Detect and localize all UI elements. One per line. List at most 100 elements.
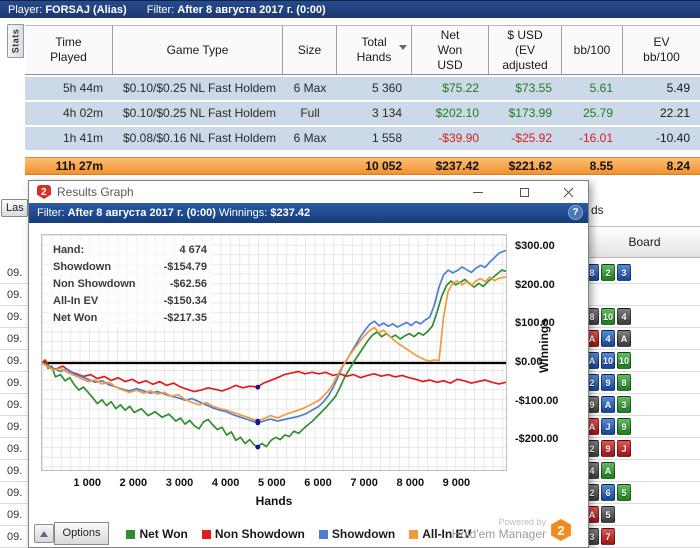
stats-table-row[interactable]: 1h 41m $0.08/$0.16 NL Fast Holdem 6 Max 1 5…	[25, 127, 700, 150]
playing-card-5c: 5	[617, 484, 631, 501]
main-title-bar: Player: FORSAJ (Alias) Filter: After 8 а…	[0, 0, 700, 18]
table-cell: 1h 41m	[62, 131, 103, 145]
collapse-options-button[interactable]	[34, 524, 54, 543]
tooltip-row: Hand: 4 674	[53, 244, 207, 256]
legend-swatch-icon	[126, 529, 136, 539]
column-header-7[interactable]: EV bb/100	[643, 35, 680, 64]
stats-table-header: Time Played Game Type Size Total Hands Net W…	[25, 25, 700, 75]
legend-swatch-icon	[409, 529, 419, 539]
playing-card-Jd: J	[601, 418, 615, 435]
playing-card-5s: 5	[601, 506, 615, 523]
playing-card-4s: 4	[617, 308, 631, 325]
board-cards-row[interactable]: 8 10 4	[583, 306, 700, 328]
playing-card-Ac: A	[601, 462, 615, 479]
table-cell: -10.40	[655, 131, 690, 145]
minimize-button[interactable]	[461, 181, 495, 203]
close-button[interactable]	[551, 181, 585, 203]
legend-swatch-icon	[201, 529, 211, 539]
table-cell: 3 134	[371, 106, 402, 120]
sort-arrow-icon[interactable]	[399, 45, 407, 50]
last-filter-button[interactable]: Las	[1, 199, 28, 217]
y-tick-label: -$200.00	[515, 433, 559, 446]
board-cards-row[interactable]	[583, 284, 700, 306]
column-header-0[interactable]: Time Played	[25, 26, 113, 74]
player-value: FORSAJ (Alias)	[45, 4, 127, 16]
playing-card-3c: 3	[617, 396, 631, 413]
table-cell: $0.10/$0.25 NL Fast Holdem	[123, 106, 276, 120]
hands-column-header-fragment: ds	[591, 203, 604, 217]
table-cell: 5.61	[589, 81, 613, 95]
hand-time-cell: 09.	[0, 328, 28, 350]
chart-legend: Net Won Non Showdown Showdown All-In EV	[109, 527, 489, 541]
playing-card-10d: 10	[601, 352, 615, 369]
playing-card-4d: 4	[601, 330, 615, 347]
table-cell: $75.22	[442, 81, 479, 95]
column-header-2[interactable]: Size	[283, 26, 337, 74]
legend-item-showdown: Showdown	[318, 527, 395, 541]
hm2-brand-icon: 2	[551, 519, 571, 541]
column-header-6[interactable]: bb/100	[562, 26, 623, 74]
options-button[interactable]: Options	[54, 522, 109, 545]
column-header-3[interactable]: Total Hands	[337, 26, 412, 74]
powered-by-block: Powered by Hold'em Manager	[429, 517, 546, 542]
hand-time-cell: 09.	[0, 504, 28, 526]
table-cell: -$39.90	[438, 131, 479, 145]
main-filter-value: After 8 августа 2017 г. (0:00)	[177, 4, 326, 16]
playing-card-8c: 8	[617, 374, 631, 391]
table-cell: 5.49	[666, 81, 690, 95]
table-cell: -16.01	[578, 131, 613, 145]
x-tick-label: 5 000	[258, 477, 286, 489]
maximize-button[interactable]	[507, 181, 541, 203]
close-icon	[563, 187, 574, 198]
graph-window-title-bar[interactable]: 2 Results Graph	[29, 181, 588, 203]
hand-time-cell: 09.	[0, 372, 28, 394]
y-tick-label: $200.00	[515, 278, 555, 291]
tab-stats[interactable]: Stats	[7, 24, 24, 58]
x-tick-label: 1 000	[73, 477, 101, 489]
x-tick-label: 4 000	[211, 477, 240, 489]
graph-filter-bar: Filter: After 8 августа 2017 г. (0:00) W…	[29, 203, 588, 223]
table-cell: 22.21	[659, 106, 690, 120]
tooltip-row: All-In EV -$150.34	[53, 295, 207, 307]
last-filter-label: Las	[6, 202, 24, 214]
column-header-5[interactable]: $ USD (EV adjusted	[489, 26, 562, 74]
help-icon[interactable]: ?	[568, 205, 583, 220]
stats-table-row[interactable]: 4h 02m $0.10/$0.25 NL Fast Holdem Full 3 13…	[25, 102, 700, 125]
y-tick-label: $100.00	[515, 317, 555, 330]
winnings-label: Winnings:	[218, 207, 268, 219]
series-line-non-showdown	[42, 359, 506, 393]
board-column-header[interactable]: Board	[589, 226, 700, 258]
board-cards-row[interactable]: A 10 10	[583, 350, 700, 372]
y-tick-label: -$100.00	[515, 394, 559, 407]
main-filter-label: Filter:	[146, 4, 175, 16]
column-header-4[interactable]: Net Won USD	[412, 26, 489, 74]
hand-time-cell: 09.	[0, 526, 28, 548]
y-tick-label: $300.00	[515, 239, 555, 252]
chart-plot-area[interactable]	[41, 234, 507, 471]
board-column-header-label: Board	[628, 235, 661, 249]
x-axis-title: Hands	[255, 494, 293, 508]
table-cell: 1 558	[371, 131, 402, 145]
winnings-value: $237.42	[270, 207, 311, 219]
playing-card-9d: 9	[601, 374, 615, 391]
stats-table-row[interactable]: 5h 44m $0.10/$0.25 NL Fast Holdem 6 Max 5 3…	[25, 77, 700, 100]
playing-card-9h: 9	[601, 440, 615, 457]
hand-time-cell: 09.	[0, 482, 28, 504]
tooltip-row: Showdown -$154.79	[53, 261, 207, 273]
x-tick-label: 3 000	[165, 477, 194, 489]
column-header-1[interactable]: Game Type	[113, 26, 283, 74]
legend-item-net-won: Net Won	[126, 527, 188, 541]
playing-card-10c: 10	[617, 352, 631, 369]
series-line-all-in-ev	[42, 276, 506, 422]
